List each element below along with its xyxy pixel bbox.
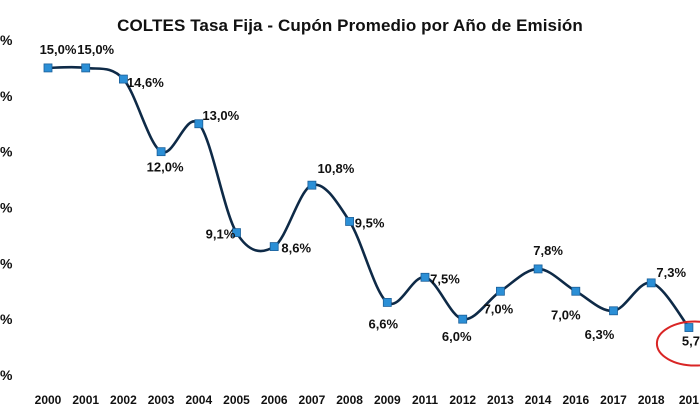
x-tick-label: 2008 [336, 393, 363, 407]
data-label: 13,0% [202, 108, 239, 123]
x-tick-label: 2006 [261, 393, 288, 407]
data-point-marker [420, 272, 430, 282]
series-line [47, 65, 690, 329]
data-label: 12,0% [147, 160, 184, 175]
data-label: 7,0% [551, 307, 581, 322]
x-tick-label: 2001 [72, 393, 99, 407]
data-label: 15,0% [40, 42, 77, 57]
data-point-marker [307, 180, 317, 190]
chart-title: COLTES Tasa Fija - Cupón Promedio por Añ… [117, 16, 583, 35]
x-tick-label: 201 [679, 393, 699, 407]
x-tick-label: 2012 [449, 393, 476, 407]
x-tick-label: 2016 [562, 393, 589, 407]
data-point-marker [382, 298, 392, 307]
data-label: 5,7 [682, 334, 700, 349]
data-label: 14,6% [127, 75, 164, 90]
x-tick-label: 2004 [185, 393, 212, 407]
y-tick-label: % [0, 88, 13, 104]
data-point-marker [194, 119, 204, 129]
data-point-marker [458, 314, 468, 324]
y-tick-label: % [0, 311, 13, 327]
data-point-marker [646, 278, 656, 288]
data-label: 7,8% [533, 243, 563, 258]
data-point-marker [43, 63, 53, 73]
data-label: 9,5% [355, 215, 385, 230]
x-tick-label: 2007 [299, 393, 326, 407]
data-label: 6,6% [368, 316, 398, 331]
data-label: 7,5% [430, 271, 460, 286]
y-tick-label: % [0, 255, 13, 271]
y-tick-label: % [0, 32, 13, 48]
data-label: 10,8% [317, 161, 354, 176]
data-point-marker [119, 74, 128, 84]
data-point-marker [81, 63, 91, 73]
x-tick-label: 2011 [412, 393, 438, 407]
data-point-marker [684, 323, 694, 332]
x-tick-label: 2003 [148, 393, 175, 407]
y-tick-label: % [0, 367, 13, 383]
data-label: 6,3% [585, 327, 615, 342]
data-point-marker [609, 306, 618, 316]
data-label: 6,0% [442, 329, 472, 344]
highlight-ellipse [655, 320, 700, 367]
x-tick-label: 2009 [374, 393, 401, 407]
data-point-marker [533, 264, 543, 274]
x-tick-label: 2014 [525, 393, 552, 407]
x-tick-label: 2002 [110, 393, 137, 407]
data-point-marker [345, 217, 355, 226]
x-tick-label: 2017 [600, 393, 627, 407]
x-tick-label: 2000 [35, 393, 62, 407]
data-point-marker [269, 242, 279, 251]
data-label: 7,0% [484, 301, 514, 316]
data-point-marker [232, 228, 241, 238]
data-label: 7,3% [656, 265, 686, 280]
x-tick-label: 2018 [638, 393, 665, 407]
data-point-marker [495, 286, 505, 296]
data-label: 9,1% [206, 227, 236, 242]
data-label: 8,6% [281, 241, 311, 256]
y-tick-label: % [0, 200, 13, 216]
x-tick-label: 2013 [487, 393, 514, 407]
x-tick-label: 2005 [223, 393, 250, 407]
data-point-marker [571, 286, 581, 296]
data-label: 15,0% [77, 42, 114, 57]
data-point-marker [156, 147, 166, 157]
y-tick-label: % [0, 144, 13, 160]
